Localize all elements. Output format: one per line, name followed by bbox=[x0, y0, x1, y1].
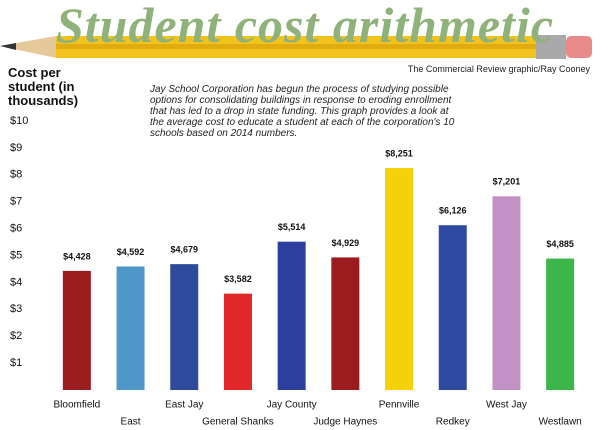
x-tick-label: Pennville bbox=[379, 400, 420, 411]
y-tick-label: $8 bbox=[10, 169, 22, 181]
y-axis-label: Cost per student (in thousands) bbox=[8, 65, 79, 108]
bar bbox=[385, 168, 414, 390]
y-tick-label: $9 bbox=[10, 142, 22, 154]
pencil bbox=[0, 35, 592, 59]
bar bbox=[170, 264, 199, 390]
y-tick-label: $5 bbox=[10, 249, 22, 261]
x-tick-label: Bloomfield bbox=[53, 400, 100, 411]
bar bbox=[223, 293, 252, 390]
pencil-eraser bbox=[566, 36, 592, 58]
value-label: $8,251 bbox=[385, 148, 413, 158]
bar bbox=[331, 257, 360, 390]
value-label: $4,428 bbox=[63, 251, 91, 261]
value-label: $7,201 bbox=[493, 177, 521, 187]
value-label: $4,592 bbox=[117, 247, 145, 257]
bar bbox=[62, 270, 91, 390]
x-tick-label: East bbox=[121, 417, 141, 428]
y-tick-label: $7 bbox=[10, 196, 22, 208]
bar bbox=[116, 266, 145, 390]
description: Jay School Corporation has begun the pro… bbox=[150, 84, 455, 139]
x-tick-label: General Shanks bbox=[202, 417, 274, 428]
x-tick-label: East Jay bbox=[165, 400, 203, 411]
chart-title: Student cost arithmetic bbox=[55, 0, 555, 53]
value-label: $4,885 bbox=[546, 239, 574, 249]
bar bbox=[277, 241, 306, 390]
value-label: $5,514 bbox=[278, 222, 306, 232]
x-tick-label: Redkey bbox=[436, 417, 470, 428]
pencil-ferrule bbox=[536, 35, 566, 59]
y-tick-label: $2 bbox=[10, 330, 22, 342]
bar bbox=[438, 225, 467, 390]
credit: The Commercial Review graphic/Ray Cooney bbox=[407, 64, 590, 74]
value-label: $4,929 bbox=[332, 238, 360, 248]
bar bbox=[546, 258, 575, 390]
pencil-lead bbox=[0, 43, 16, 50]
y-tick-label: $10 bbox=[10, 115, 28, 127]
value-label: $4,679 bbox=[170, 245, 198, 255]
y-tick-label: $6 bbox=[10, 223, 22, 235]
y-tick-label: $4 bbox=[10, 276, 22, 288]
pencil-stripe bbox=[56, 44, 536, 49]
x-tick-label: West Jay bbox=[486, 400, 527, 411]
y-tick-label: $1 bbox=[10, 357, 22, 369]
x-tick-label: Judge Haynes bbox=[313, 417, 377, 428]
pencil-wood bbox=[0, 36, 56, 58]
x-tick-label: Jay County bbox=[267, 400, 317, 411]
x-tick-label: Westlawn bbox=[539, 417, 582, 428]
bar bbox=[492, 196, 521, 390]
value-label: $3,582 bbox=[224, 274, 252, 284]
y-tick-label: $3 bbox=[10, 303, 22, 315]
value-label: $6,126 bbox=[439, 206, 467, 216]
